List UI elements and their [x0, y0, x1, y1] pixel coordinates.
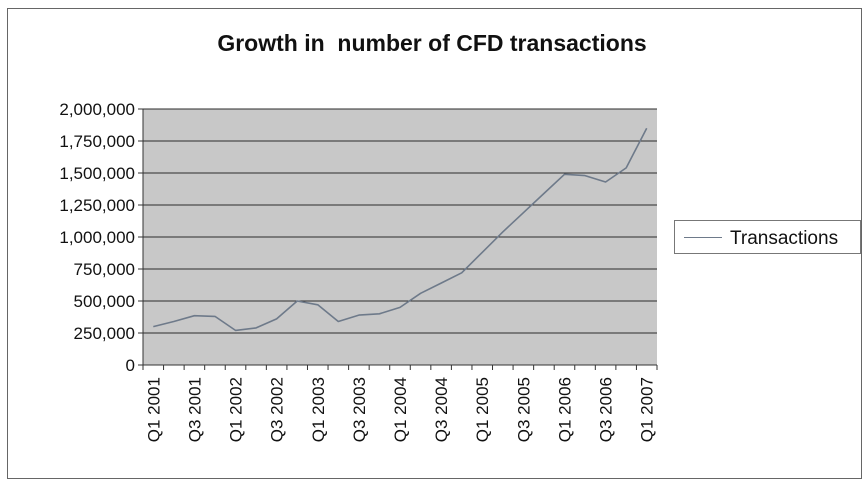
- y-tick-label: 750,000: [74, 260, 135, 279]
- x-tick-label: Q1 2005: [473, 377, 492, 442]
- gridlines: [143, 108, 657, 334]
- y-tick-label: 1,000,000: [59, 228, 135, 247]
- y-tick-labels: 2,000,000 1,750,000 1,500,000 1,250,000 1,00…: [59, 100, 135, 375]
- x-tick-label: Q3 2005: [514, 377, 533, 442]
- x-tick-label: Q3 2006: [597, 377, 616, 442]
- y-tick-label: 500,000: [74, 292, 135, 311]
- y-tick-label: 1,750,000: [59, 132, 135, 151]
- x-tick-label: Q1 2007: [638, 377, 657, 442]
- chart-title: Growth in number of CFD transactions: [217, 30, 647, 56]
- series-layer: [153, 127, 648, 332]
- y-tick-label: 250,000: [74, 324, 135, 343]
- x-tick-label: Q3 2003: [350, 377, 369, 442]
- axis-ticks: [138, 108, 658, 370]
- x-tick-labels: Q1 2001 Q3 2001 Q1 2002 Q3 2002 Q1 2003 Q3 20…: [144, 377, 656, 442]
- x-tick-label: Q1 2001: [144, 377, 163, 442]
- x-tick-label: Q1 2002: [227, 377, 246, 442]
- y-tick-label: 1,250,000: [59, 196, 135, 215]
- y-tick-label: 2,000,000: [59, 100, 135, 119]
- x-tick-label: Q3 2004: [432, 377, 451, 442]
- legend: Transactions: [674, 220, 861, 254]
- y-tick-label: 0: [126, 356, 135, 375]
- x-tick-label: Q3 2001: [185, 377, 204, 442]
- legend-label-transactions: Transactions: [730, 228, 839, 249]
- x-tick-label: Q1 2004: [391, 377, 410, 442]
- x-tick-label: Q1 2003: [309, 377, 328, 442]
- y-tick-label: 1,500,000: [59, 164, 135, 183]
- x-tick-label: Q1 2006: [555, 377, 574, 442]
- x-tick-label: Q3 2002: [268, 377, 287, 442]
- legend-swatch: [684, 237, 722, 238]
- series-line-transactions: [153, 127, 648, 332]
